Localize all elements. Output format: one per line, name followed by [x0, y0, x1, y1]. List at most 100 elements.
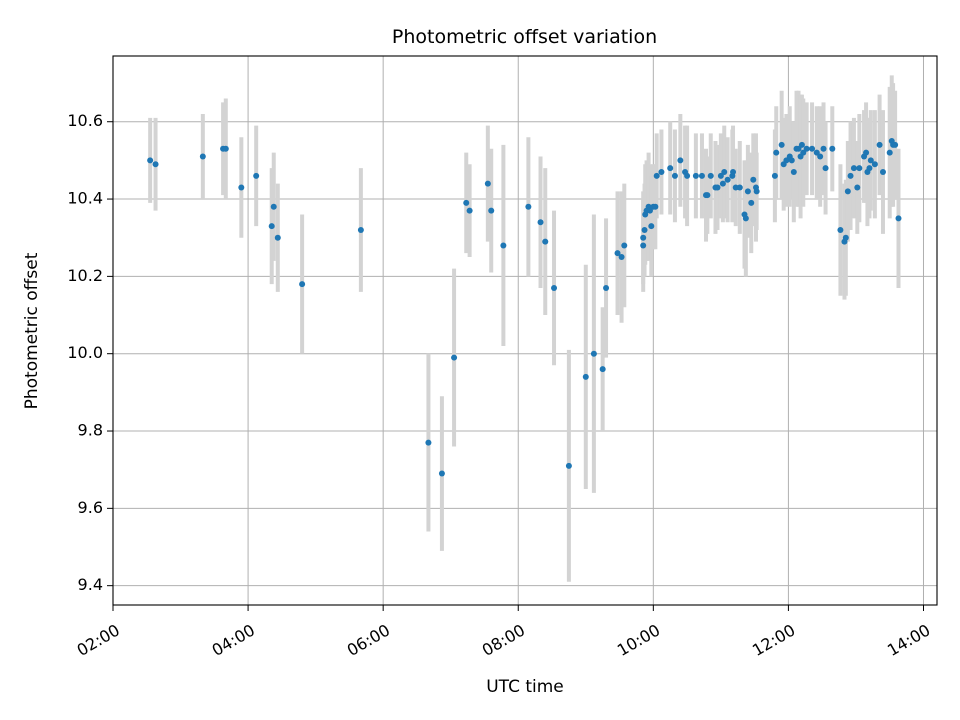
data-point	[463, 199, 470, 206]
data-point	[736, 184, 743, 191]
data-point	[565, 462, 572, 469]
data-point	[438, 470, 445, 477]
data-point	[742, 215, 749, 222]
data-point	[582, 373, 589, 380]
data-point	[800, 149, 807, 156]
data-point	[854, 184, 861, 191]
grid	[112, 56, 937, 605]
x-axis-title: UTC time	[486, 677, 564, 697]
data-point	[270, 203, 277, 210]
data-point	[274, 234, 281, 241]
data-point	[357, 226, 364, 233]
data-point	[599, 366, 606, 373]
data-point	[425, 439, 432, 446]
data-point	[641, 226, 648, 233]
data-point	[790, 168, 797, 175]
data-point	[886, 149, 893, 156]
data-point	[847, 172, 854, 179]
data-point	[590, 350, 597, 357]
data-point	[837, 226, 844, 233]
data-point	[744, 188, 751, 195]
data-point	[788, 157, 795, 164]
data-point	[803, 145, 810, 152]
data-point	[704, 192, 711, 199]
data-point	[671, 172, 678, 179]
data-point	[152, 161, 159, 168]
y-tick-label: 10.2	[67, 266, 103, 285]
data-point	[721, 168, 728, 175]
data-point	[692, 172, 699, 179]
data-point	[466, 207, 473, 214]
y-tick-label: 10.6	[67, 111, 103, 130]
data-point	[707, 172, 714, 179]
data-points	[147, 138, 902, 477]
data-point	[798, 141, 805, 148]
data-point	[238, 184, 245, 191]
data-point	[667, 165, 674, 172]
data-point	[484, 180, 491, 187]
data-point	[698, 172, 705, 179]
data-point	[653, 172, 660, 179]
data-point	[525, 203, 532, 210]
data-point	[147, 157, 154, 164]
data-point	[640, 234, 647, 241]
data-point	[658, 168, 665, 175]
data-point	[684, 172, 691, 179]
data-point	[892, 141, 899, 148]
data-point	[829, 145, 836, 152]
data-point	[844, 188, 851, 195]
data-point	[253, 172, 260, 179]
chart-title: Photometric offset variation	[392, 26, 657, 48]
y-tick-label: 9.6	[78, 498, 103, 517]
data-point	[876, 141, 883, 148]
data-point	[850, 165, 857, 172]
data-point	[783, 157, 790, 164]
data-point	[822, 165, 829, 172]
y-tick-label: 9.8	[78, 421, 103, 440]
data-point	[621, 242, 628, 249]
data-point	[809, 145, 816, 152]
data-point	[488, 207, 495, 214]
data-point	[614, 250, 621, 257]
y-tick-label: 9.4	[78, 575, 103, 594]
data-point	[603, 284, 610, 291]
data-point	[771, 172, 778, 179]
data-point	[648, 223, 655, 230]
data-point	[842, 234, 849, 241]
data-point	[500, 242, 507, 249]
data-point	[299, 281, 306, 288]
data-point	[750, 176, 757, 183]
data-point	[795, 145, 802, 152]
data-point	[537, 219, 544, 226]
data-point	[222, 145, 229, 152]
plot-frame	[112, 55, 938, 606]
data-point	[719, 180, 726, 187]
data-point	[724, 176, 731, 183]
data-point	[879, 168, 886, 175]
data-point	[748, 199, 755, 206]
data-point	[646, 207, 653, 214]
data-point	[863, 149, 870, 156]
data-point	[867, 157, 874, 164]
data-point	[856, 165, 863, 172]
data-point	[717, 172, 724, 179]
data-point	[813, 149, 820, 156]
y-axis-title: Photometric offset	[22, 252, 42, 409]
data-point	[268, 223, 275, 230]
data-point	[753, 188, 760, 195]
data-point	[542, 238, 549, 245]
data-point	[640, 242, 647, 249]
data-point	[451, 354, 458, 361]
data-point	[730, 168, 737, 175]
y-axis: 9.4 9.6 9.8 10.0 10.2 10.4 10.6	[67, 111, 113, 594]
data-point	[652, 203, 659, 210]
data-point	[714, 184, 721, 191]
data-point	[866, 165, 873, 172]
data-point	[551, 284, 558, 291]
data-point	[820, 145, 827, 152]
data-point	[773, 149, 780, 156]
data-point	[778, 141, 785, 148]
data-point	[199, 153, 206, 160]
data-point	[895, 215, 902, 222]
